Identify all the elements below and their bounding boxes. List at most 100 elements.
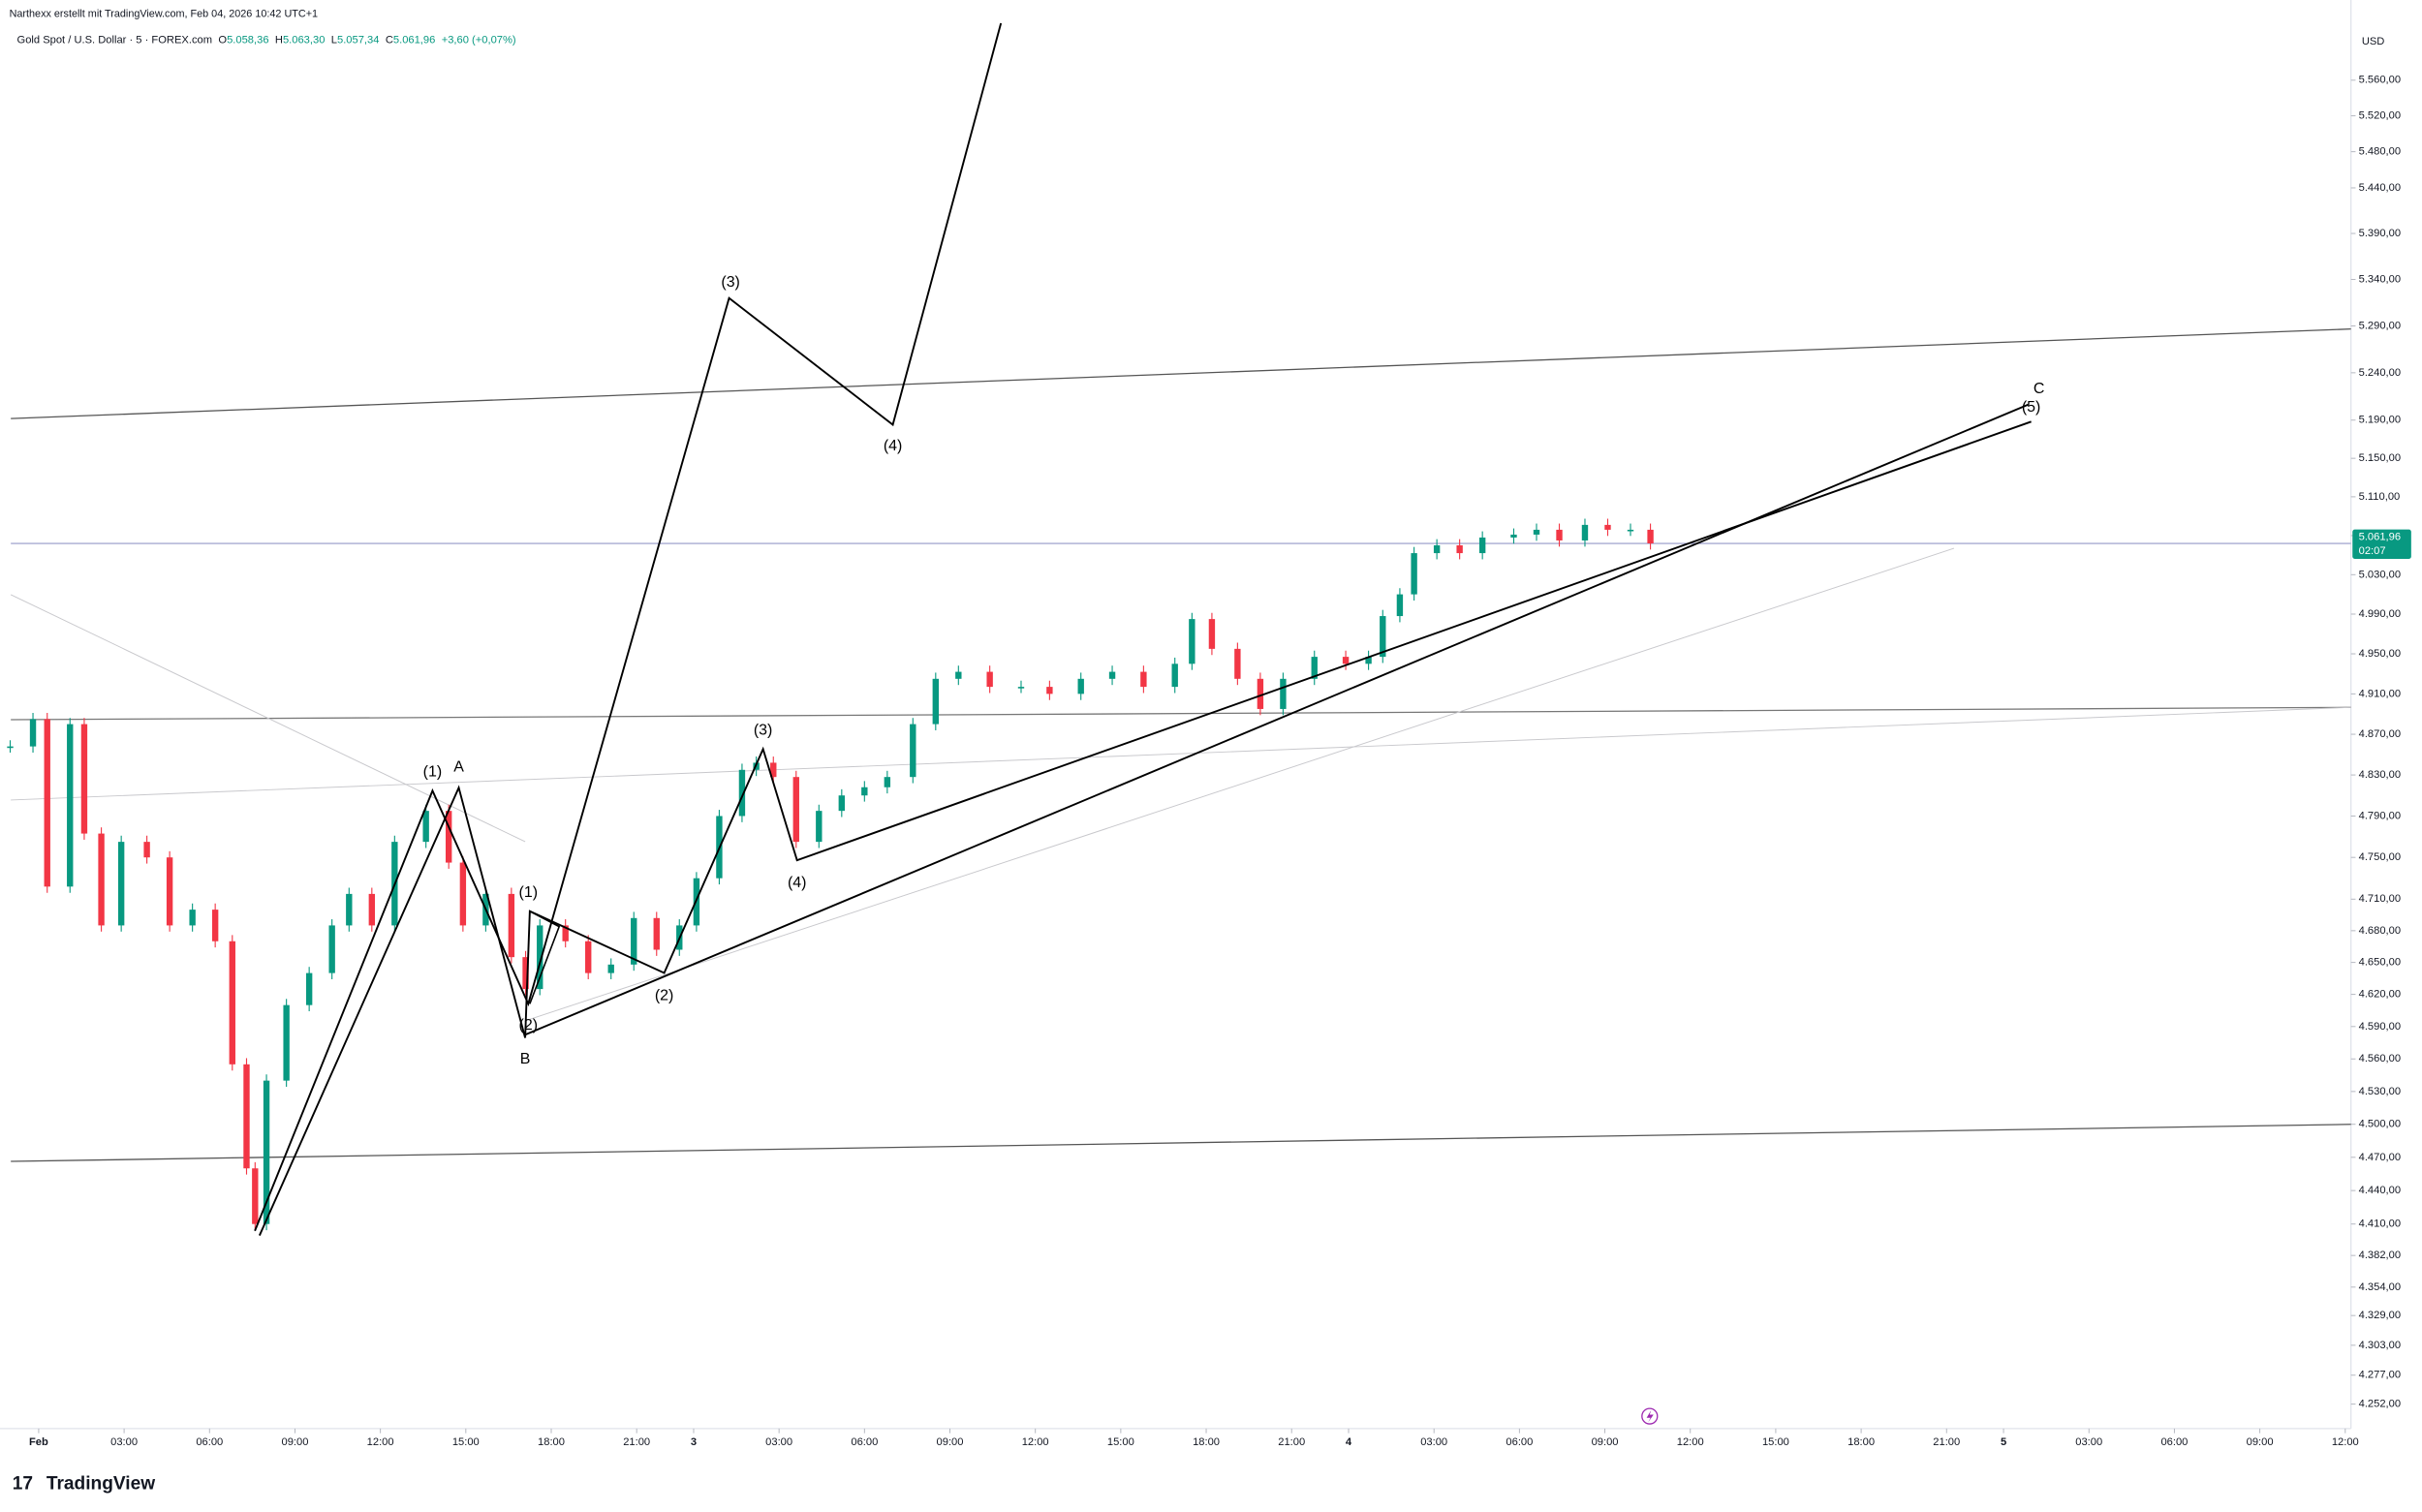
x-tick-label: 15:00 (1762, 1436, 1789, 1448)
y-tick-label: 5.290,00 (2359, 320, 2401, 331)
candle (252, 1168, 259, 1224)
x-tick-label: 06:00 (196, 1436, 223, 1448)
wave-label: A (453, 759, 464, 776)
x-tick-label: 12:00 (1677, 1436, 1704, 1448)
wave-line (529, 910, 561, 1004)
wave-label: (4) (884, 438, 902, 454)
wave-line (524, 420, 2032, 1038)
ohlc-value: 5.063,30 (283, 34, 325, 46)
y-tick-label: 4.560,00 (2359, 1053, 2401, 1065)
ohlc-value: 5.057,34 (337, 34, 379, 46)
x-tick-label: 03:00 (2075, 1436, 2102, 1448)
logo-icon: 17 (13, 1473, 33, 1494)
candle (143, 842, 150, 858)
candle (861, 787, 868, 796)
x-tick-label: Feb (29, 1436, 48, 1448)
y-tick-label: 4.303,00 (2359, 1340, 2401, 1351)
candle (445, 811, 452, 863)
ohlc-label: H (275, 34, 283, 46)
candle (243, 1064, 250, 1169)
trend-line (11, 328, 2351, 419)
y-tick-label: 4.750,00 (2359, 851, 2401, 863)
y-tick-label: 4.590,00 (2359, 1021, 2401, 1033)
wave-label: (5) (2022, 399, 2040, 416)
candle (562, 925, 569, 941)
x-tick-label: 12:00 (367, 1436, 394, 1448)
x-tick-label: 21:00 (623, 1436, 650, 1448)
y-tick-label: 4.252,00 (2359, 1399, 2401, 1410)
candle (1396, 594, 1404, 617)
trend-line (10, 594, 526, 843)
y-tick-label: 5.390,00 (2359, 228, 2401, 239)
candle (1189, 619, 1195, 664)
change: +3,60 (+0,07%) (442, 34, 516, 46)
candle (1342, 657, 1350, 664)
y-tick-label: 4.710,00 (2359, 893, 2401, 905)
candle (166, 857, 173, 926)
candle (1478, 537, 1486, 554)
wave-line (524, 403, 2029, 1036)
candle (1581, 524, 1589, 540)
x-tick-label: 09:00 (281, 1436, 308, 1448)
candle (1017, 687, 1025, 689)
candle (1380, 616, 1386, 658)
wave-label: (2) (655, 988, 673, 1004)
candle (263, 1080, 270, 1224)
candle (44, 719, 50, 887)
y-tick-label: 4.382,00 (2359, 1250, 2401, 1261)
candle (305, 972, 313, 1005)
candle (422, 811, 429, 843)
price-tag (2352, 529, 2411, 559)
y-tick-label: 4.680,00 (2359, 925, 2401, 937)
x-tick-label: 09:00 (937, 1436, 964, 1448)
candle (117, 842, 125, 926)
candle (1208, 619, 1216, 649)
wave-line (258, 785, 527, 1236)
x-tick-label: 15:00 (452, 1436, 480, 1448)
y-tick-label: 5.440,00 (2359, 182, 2401, 194)
y-tick-label: 4.440,00 (2359, 1185, 2401, 1196)
y-tick-label: 5.150,00 (2359, 452, 2401, 464)
candle (29, 719, 37, 747)
x-tick-label: 21:00 (1278, 1436, 1305, 1448)
candle (1510, 534, 1517, 538)
candle (211, 910, 219, 941)
trend-line (529, 547, 1955, 1020)
candle (67, 724, 74, 887)
candle (1647, 529, 1654, 543)
candle (1365, 657, 1372, 664)
logo: 17 TradingView (13, 1473, 156, 1494)
candle (346, 893, 353, 926)
candle (770, 762, 777, 778)
x-tick-label: 21:00 (1933, 1436, 1960, 1448)
x-tick-label: 18:00 (1848, 1436, 1875, 1448)
x-tick-label: 09:00 (2247, 1436, 2274, 1448)
wave-label: C (2034, 381, 2045, 397)
candle (283, 1004, 290, 1081)
candle (955, 671, 962, 679)
candle (1280, 678, 1287, 709)
y-tick-label: 4.830,00 (2359, 769, 2401, 781)
y-tick-label: 5.340,00 (2359, 273, 2401, 285)
x-tick-label: 5 (2001, 1436, 2006, 1448)
x-tick-label: 09:00 (1592, 1436, 1619, 1448)
candle (459, 862, 467, 926)
alert-icon (1641, 1407, 1659, 1425)
symbol-line: Gold Spot / U.S. Dollar · 5 · FOREX.com O… (17, 34, 516, 46)
y-tick-label: 4.410,00 (2359, 1219, 2401, 1230)
candle (7, 746, 14, 749)
ohlc-value: 5.061,96 (393, 34, 435, 46)
y-tick-label: 4.990,00 (2359, 608, 2401, 620)
candle (537, 925, 543, 990)
ohlc-value: 5.058,36 (227, 34, 268, 46)
alert-bolt (1646, 1409, 1654, 1423)
candle (1311, 657, 1318, 679)
x-tick-label: 03:00 (110, 1436, 138, 1448)
y-tick-label: 5.190,00 (2359, 415, 2401, 426)
x-tick-label: 3 (691, 1436, 697, 1448)
wave-label: (3) (721, 274, 739, 291)
y-tick-label: 4.277,00 (2359, 1370, 2401, 1381)
author-line: Narthexx erstellt mit TradingView.com, F… (10, 8, 318, 19)
candle (792, 777, 799, 843)
